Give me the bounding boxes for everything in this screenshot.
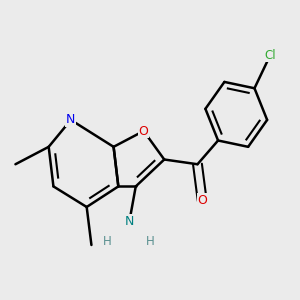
Text: N: N — [125, 215, 134, 228]
Text: O: O — [197, 194, 207, 207]
Text: H: H — [103, 235, 112, 248]
Text: O: O — [139, 124, 148, 137]
Text: Cl: Cl — [265, 49, 276, 62]
Text: H: H — [146, 235, 154, 248]
Text: N: N — [66, 113, 76, 126]
